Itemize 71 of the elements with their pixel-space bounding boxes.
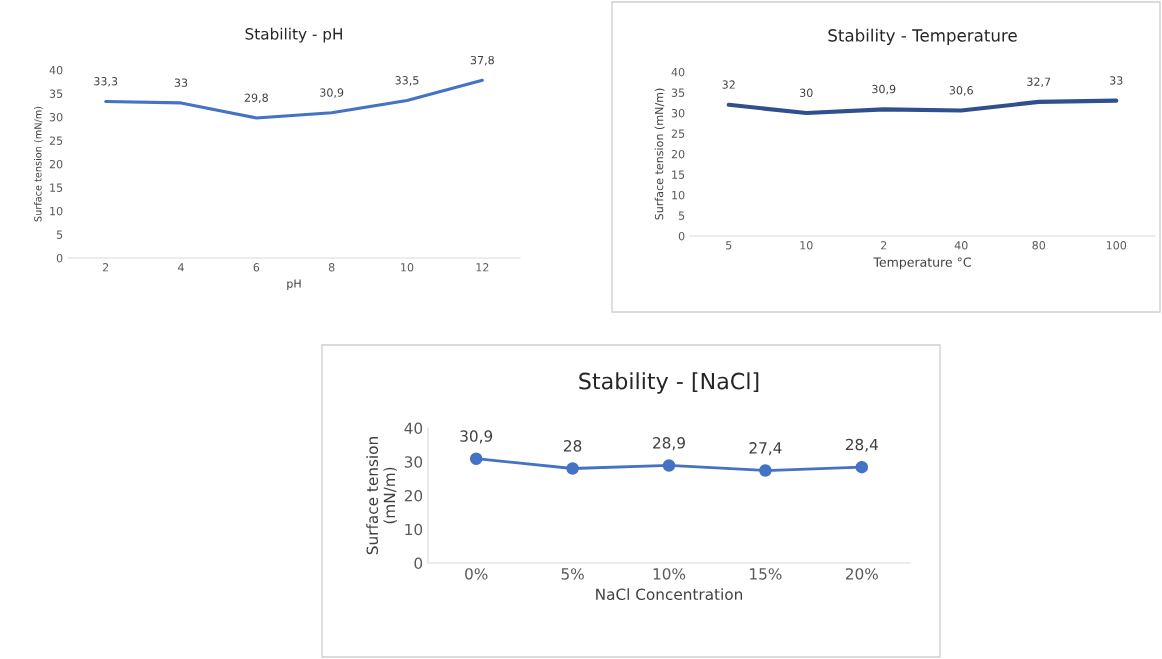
x-tick-label: 4 bbox=[178, 263, 184, 272]
x-tick-label: 2 bbox=[881, 241, 887, 250]
y-tick-label: 0 bbox=[56, 253, 63, 263]
y-tick-label: 20 bbox=[404, 489, 423, 502]
data-label: 33,5 bbox=[395, 76, 419, 86]
data-label: 29,8 bbox=[244, 93, 268, 104]
x-tick-label: 2 bbox=[102, 263, 109, 272]
data-label: 33 bbox=[1110, 76, 1123, 85]
data-label: 33 bbox=[174, 78, 188, 87]
x-tick-label: 40 bbox=[954, 241, 968, 250]
y-tick-label: 5 bbox=[56, 230, 63, 239]
y-tick-label: 30 bbox=[404, 456, 423, 468]
chart-title: Stability - pH bbox=[245, 27, 342, 43]
y-axis-title: Surface tension (mN/m) bbox=[366, 437, 397, 555]
y-tick-label: 15 bbox=[672, 170, 685, 179]
x-tick-label: 12 bbox=[476, 263, 489, 272]
point bbox=[566, 462, 579, 475]
y-tick-label: 10 bbox=[405, 523, 423, 536]
x-tick-label: 10 bbox=[800, 241, 813, 250]
y-tick-label: 35 bbox=[49, 89, 63, 98]
x-axis-title: Temperature °C bbox=[873, 257, 971, 270]
x-axis-title: pH bbox=[287, 279, 301, 290]
x-tick-label: 100 bbox=[1106, 241, 1127, 250]
chart-title: Stability - [NaCl] bbox=[579, 372, 759, 394]
data-label: 28 bbox=[564, 440, 582, 452]
y-axis-title: Surface tension (mN/m) bbox=[654, 88, 665, 220]
data-label: 28,4 bbox=[845, 438, 878, 452]
x-axis-title: NaCl Concentration bbox=[596, 588, 743, 601]
data-label: 30,9 bbox=[872, 84, 896, 95]
data-label: 30,6 bbox=[949, 86, 973, 96]
x-tick-label: 10% bbox=[653, 568, 686, 580]
x-tick-label: 20% bbox=[845, 568, 878, 580]
chart-title: Stability - Temperature bbox=[828, 28, 1017, 45]
y-tick-label: 10 bbox=[50, 206, 63, 216]
y-tick-label: 25 bbox=[671, 129, 685, 138]
y-tick-label: 20 bbox=[671, 149, 685, 159]
x-tick-label: 80 bbox=[1032, 241, 1046, 250]
point bbox=[469, 452, 483, 465]
y-tick-label: 40 bbox=[404, 422, 423, 435]
y-axis-title: Surface tension (mN/m) bbox=[34, 106, 43, 222]
point bbox=[759, 464, 772, 477]
y-tick-label: 35 bbox=[671, 88, 685, 97]
y-tick-label: 0 bbox=[414, 557, 423, 570]
point bbox=[662, 459, 676, 472]
data-label: 30,9 bbox=[320, 88, 344, 98]
x-tick-label: 5% bbox=[561, 568, 584, 580]
data-label: 27,4 bbox=[749, 442, 782, 456]
y-tick-label: 30 bbox=[671, 108, 685, 118]
x-tick-label: 15% bbox=[750, 568, 782, 580]
data-label: 30,9 bbox=[460, 430, 493, 444]
data-label: 30 bbox=[800, 88, 813, 97]
y-tick-label: 40 bbox=[49, 65, 63, 75]
y-tick-label: 20 bbox=[49, 159, 63, 169]
x-tick-label: 5 bbox=[726, 241, 732, 250]
data-label: 32 bbox=[722, 80, 735, 89]
y-tick-label: 15 bbox=[50, 183, 63, 192]
line-series bbox=[726, 98, 1119, 116]
y-tick-label: 0 bbox=[678, 231, 685, 241]
data-label: 28,9 bbox=[653, 437, 685, 451]
y-tick-label: 40 bbox=[671, 67, 685, 77]
x-tick-label: 6 bbox=[253, 263, 260, 272]
data-label: 32,7 bbox=[1027, 77, 1051, 88]
y-tick-label: 5 bbox=[678, 211, 685, 220]
y-tick-label: 25 bbox=[49, 136, 63, 145]
data-label: 33,3 bbox=[94, 77, 118, 87]
y-tick-label: 30 bbox=[49, 112, 63, 122]
x-tick-label: 8 bbox=[328, 263, 335, 272]
y-tick-label: 10 bbox=[672, 190, 685, 200]
point bbox=[855, 460, 869, 474]
data-label: 37,8 bbox=[470, 55, 494, 66]
x-tick-label: 0% bbox=[465, 568, 488, 580]
